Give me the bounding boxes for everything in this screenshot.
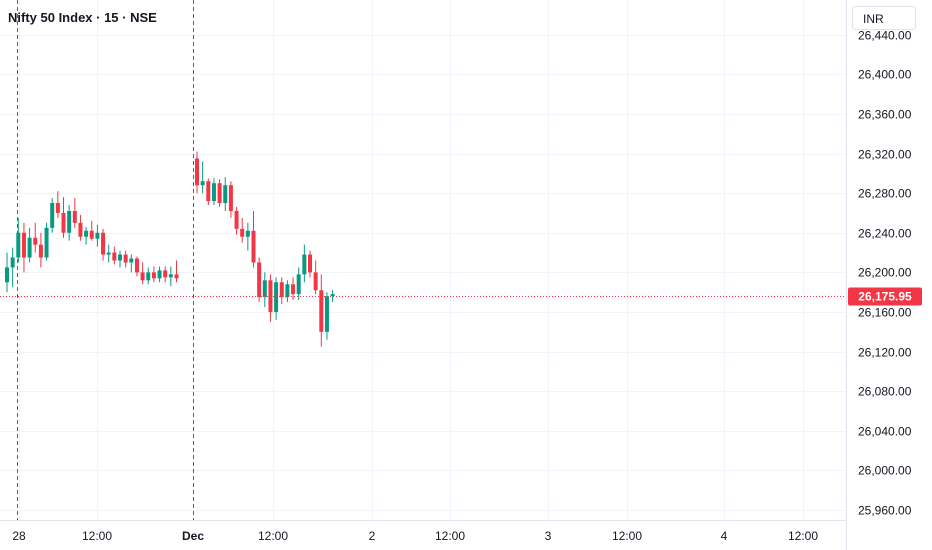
price-axis[interactable]: 25,960.00 26,000.00 26,040.00 26,080.00 26,1…	[858, 29, 912, 518]
candle	[251, 210, 256, 268]
candle	[140, 262, 145, 285]
candle	[106, 244, 111, 263]
candle	[157, 266, 162, 283]
candle	[33, 222, 38, 253]
candle	[101, 228, 106, 261]
session-separators	[17, 0, 194, 520]
candle	[279, 277, 284, 305]
candle	[89, 220, 94, 241]
candle	[146, 267, 151, 285]
price-tick-label: 26,160.00	[858, 306, 912, 320]
candle	[308, 250, 312, 278]
candle	[330, 290, 335, 303]
price-tick-label: 26,200.00	[858, 266, 912, 280]
candle	[123, 250, 128, 268]
candle	[217, 179, 222, 208]
candle	[151, 266, 156, 283]
time-tick-label: 12:00	[435, 529, 465, 543]
candle	[55, 191, 60, 218]
candle	[319, 274, 324, 347]
candle	[228, 181, 233, 218]
candle	[268, 274, 273, 322]
price-tick-label: 26,240.00	[858, 227, 912, 241]
candle	[16, 217, 21, 263]
price-tick-label: 26,040.00	[858, 425, 912, 439]
time-tick-label: Dec	[182, 529, 204, 543]
price-tick-label: 26,400.00	[858, 68, 912, 82]
time-tick-label: 28	[12, 529, 26, 543]
candle	[291, 277, 296, 301]
price-tick-label: 26,120.00	[858, 346, 912, 360]
price-tick-label: 26,000.00	[858, 464, 912, 478]
price-tick-label: 26,360.00	[858, 108, 912, 122]
candle	[174, 260, 179, 283]
candle	[274, 277, 279, 320]
candle	[200, 161, 205, 194]
candle	[163, 266, 168, 283]
time-tick-label: 2	[369, 529, 376, 543]
candle	[50, 198, 55, 233]
candle	[129, 254, 134, 273]
candle	[223, 177, 228, 211]
candle	[206, 178, 211, 206]
candle	[324, 292, 329, 340]
time-tick-label: 12:00	[82, 529, 112, 543]
candle	[21, 222, 26, 273]
candle	[302, 244, 307, 283]
candle	[78, 214, 83, 241]
candle	[44, 222, 49, 261]
candle	[112, 246, 117, 265]
candle	[195, 151, 199, 194]
candle	[84, 226, 89, 245]
candle	[245, 222, 250, 251]
candle	[10, 247, 15, 288]
candle	[313, 260, 318, 295]
candle	[134, 256, 139, 277]
last-price-badge: 26,175.95	[848, 287, 922, 306]
candle	[67, 205, 72, 241]
price-tick-label: 26,440.00	[858, 29, 912, 43]
time-tick-label: 12:00	[612, 529, 642, 543]
candle	[61, 197, 66, 238]
price-tick-label: 25,960.00	[858, 504, 912, 518]
candle	[168, 266, 173, 287]
currency-button[interactable]: INR	[852, 6, 916, 30]
candle	[262, 272, 267, 308]
price-tick-label: 26,280.00	[858, 187, 912, 201]
candle	[234, 207, 239, 235]
candles	[5, 151, 335, 347]
candle	[211, 178, 216, 206]
candle	[285, 280, 290, 303]
time-tick-label: 4	[721, 529, 728, 543]
candle	[240, 217, 245, 243]
candle	[296, 267, 301, 301]
candle	[27, 227, 32, 263]
time-axis[interactable]: 28 12:00 Dec 12:00 2 12:00 3 12:00 4 12:00	[12, 529, 818, 543]
candle	[257, 257, 262, 303]
last-price-label: 26,175.95	[858, 290, 912, 304]
time-tick-label: 3	[545, 529, 552, 543]
price-tick-label: 26,320.00	[858, 148, 912, 162]
time-tick-label: 12:00	[788, 529, 818, 543]
candle	[5, 252, 9, 293]
candle	[72, 198, 77, 228]
grid	[0, 0, 846, 520]
candle	[95, 224, 100, 247]
symbol-title[interactable]: Nifty 50 Index · 15 · NSE	[8, 10, 157, 25]
candle	[118, 250, 122, 268]
price-tick-label: 26,080.00	[858, 385, 912, 399]
time-tick-label: 12:00	[258, 529, 288, 543]
candle	[38, 232, 43, 268]
